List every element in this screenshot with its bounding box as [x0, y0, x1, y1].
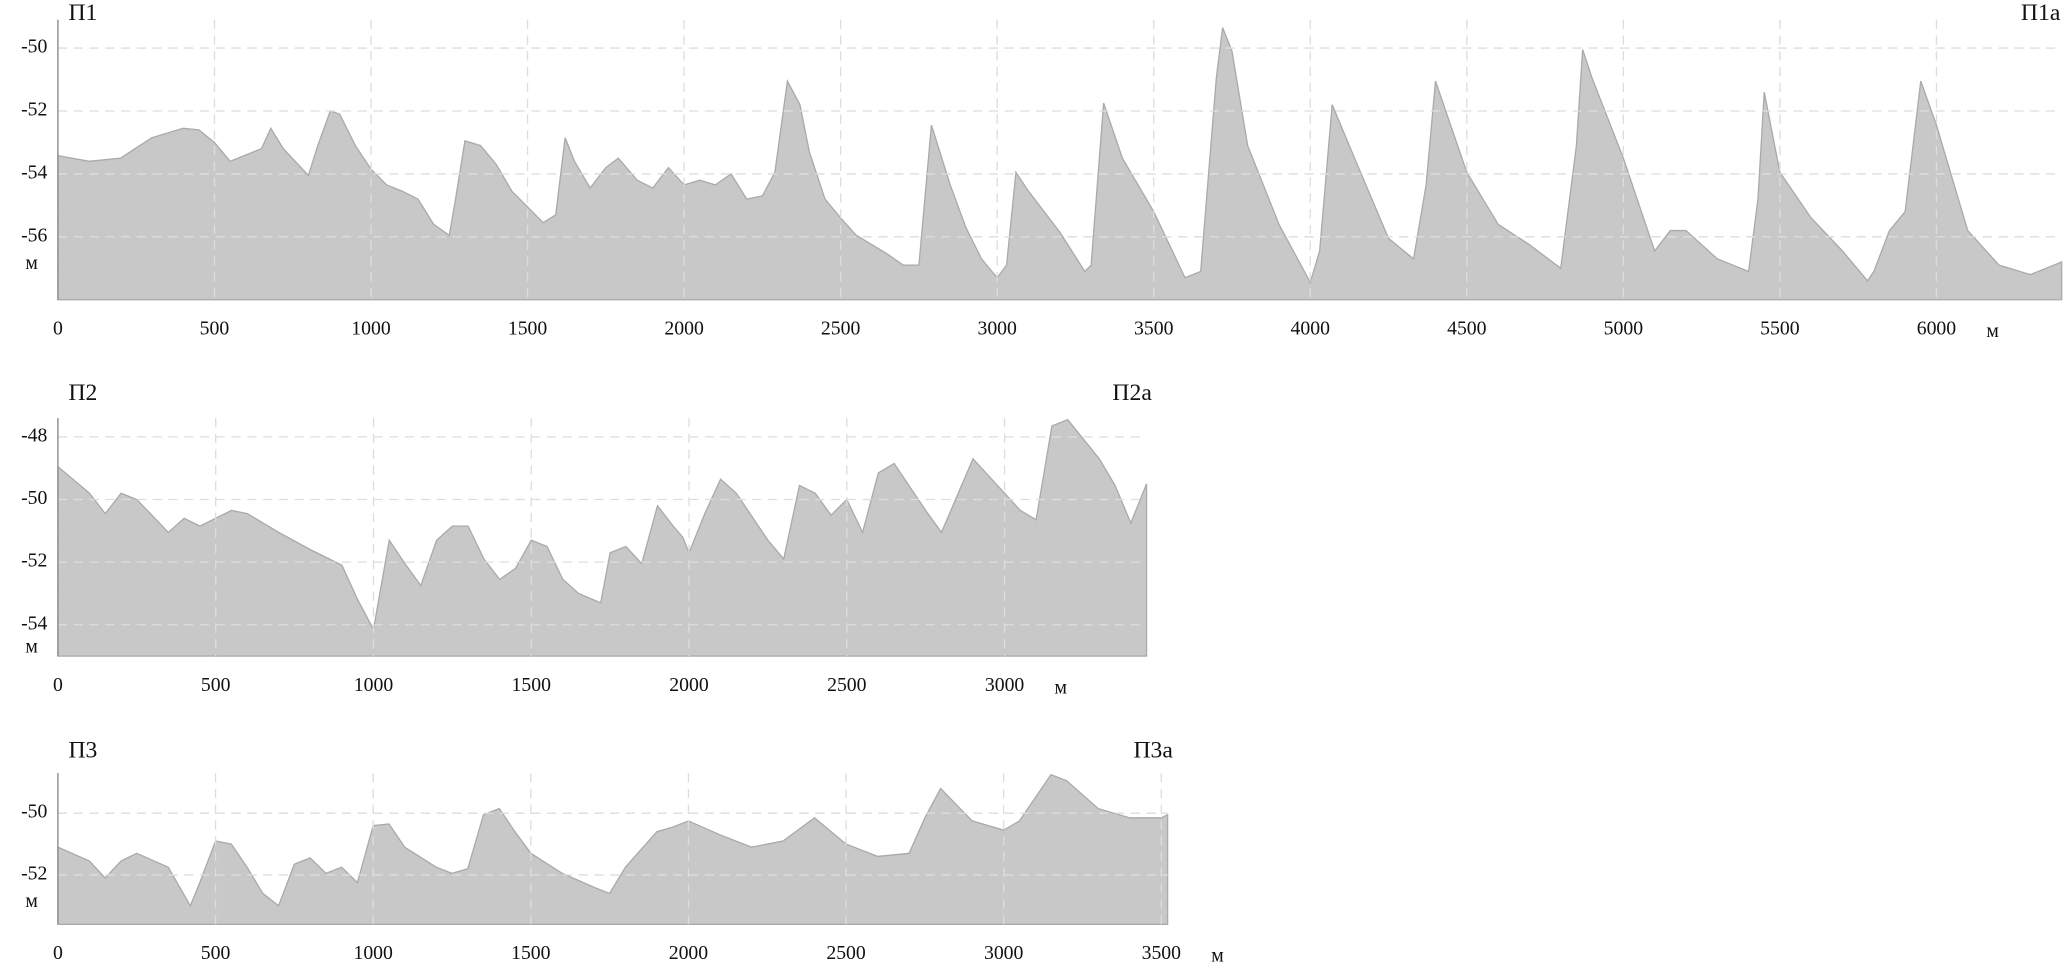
x-tick-label: 5000 [1604, 318, 1644, 340]
x-tick-label: 1000 [351, 318, 391, 340]
right-label: П3а [1133, 737, 1173, 763]
x-tick-label: 0 [53, 318, 63, 340]
x-tick-label: 3500 [1134, 318, 1174, 340]
y-tick-label: -52 [21, 99, 47, 121]
x-tick-label: 500 [200, 318, 230, 340]
y-tick-label: -54 [21, 161, 47, 183]
x-unit: м [1986, 320, 1999, 342]
x-tick-label: 6000 [1917, 318, 1957, 340]
x-tick-label: 2500 [826, 942, 866, 964]
left-label: П2 [68, 380, 97, 406]
x-unit: м [1055, 676, 1068, 698]
y-unit: м [25, 252, 38, 274]
y-unit: м [25, 636, 38, 658]
x-tick-label: 4500 [1447, 318, 1487, 340]
y-tick-label: -52 [21, 862, 47, 884]
right-label: П2а [1112, 380, 1152, 406]
x-tick-label: 0 [53, 674, 63, 696]
profile-area [57, 27, 2063, 301]
left-label: П3 [68, 737, 97, 763]
y-tick-label: -50 [21, 36, 47, 58]
x-tick-label: 1000 [354, 674, 394, 696]
y-tick-label: -50 [21, 801, 47, 823]
x-tick-label: 1000 [353, 942, 393, 964]
x-tick-label: 2500 [821, 318, 861, 340]
y-tick-label: -56 [21, 224, 47, 246]
x-tick-label: 2000 [664, 318, 704, 340]
x-tick-label: 3000 [985, 674, 1025, 696]
x-tick-label: 4000 [1291, 318, 1331, 340]
right-label: П1а [2021, 0, 2061, 26]
y-tick-label: -54 [21, 612, 47, 634]
x-unit: м [1211, 945, 1224, 967]
x-tick-label: 500 [201, 942, 231, 964]
profile-area [57, 773, 1169, 925]
profile-area [57, 418, 1148, 657]
x-tick-label: 3000 [984, 942, 1024, 964]
y-unit: м [25, 890, 38, 912]
y-tick-label: -52 [21, 550, 47, 572]
x-tick-label: 1500 [511, 942, 551, 964]
x-tick-label: 0 [53, 942, 63, 964]
y-tick-label: -48 [21, 424, 47, 446]
x-tick-label: 2500 [827, 674, 867, 696]
x-tick-label: 500 [201, 674, 231, 696]
x-tick-label: 5500 [1760, 318, 1800, 340]
left-label: П1 [68, 0, 97, 26]
y-tick-label: -50 [21, 487, 47, 509]
x-tick-label: 3000 [977, 318, 1017, 340]
x-tick-label: 3500 [1142, 942, 1182, 964]
x-tick-label: 1500 [508, 318, 548, 340]
x-tick-label: 2000 [669, 942, 709, 964]
x-tick-label: 1500 [512, 674, 552, 696]
x-tick-label: 2000 [669, 674, 709, 696]
